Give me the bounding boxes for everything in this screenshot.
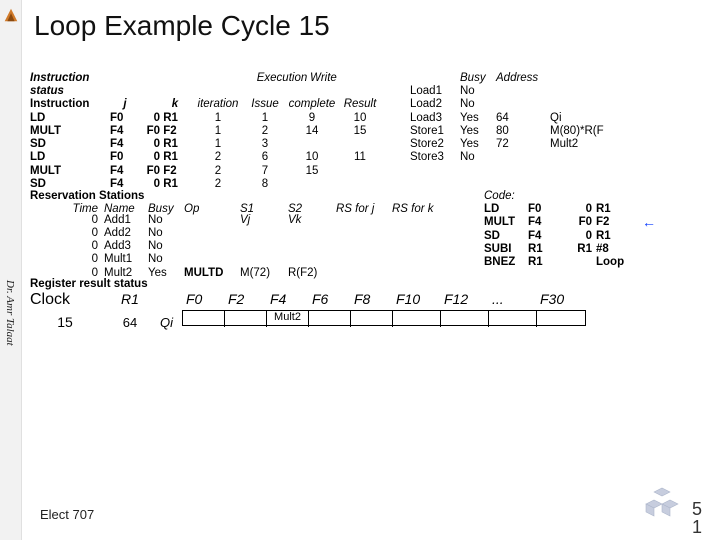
r1-label: R1 bbox=[100, 291, 160, 307]
cubes-icon bbox=[636, 480, 684, 518]
freg-header: F8 bbox=[354, 291, 396, 307]
freg-cell bbox=[441, 311, 489, 327]
page-number-top: 5 bbox=[692, 500, 702, 518]
code-row: BNEZR1Loop bbox=[484, 256, 714, 269]
hdr: k bbox=[160, 98, 190, 111]
freg-cell bbox=[351, 311, 393, 327]
code-row: SUBIR1R1#8 bbox=[484, 243, 714, 256]
instruction-row: MULTF4F0 F2121415 bbox=[30, 125, 450, 138]
freg-header: F10 bbox=[396, 291, 444, 307]
freg-header: F6 bbox=[312, 291, 354, 307]
freg-header: F30 bbox=[540, 291, 588, 307]
label: Instruction status bbox=[30, 72, 110, 98]
code-header: Code: bbox=[484, 190, 714, 203]
load-store-row: Load1No bbox=[410, 85, 710, 98]
instruction-status-table: Instruction status Execution Write Instr… bbox=[30, 72, 450, 191]
clock-value: 15 bbox=[30, 314, 100, 330]
freg-cell bbox=[309, 311, 351, 327]
hdr: Instruction bbox=[30, 98, 110, 111]
hdr: iteration bbox=[190, 98, 246, 111]
freg-cell: Mult2 bbox=[267, 311, 309, 327]
hdr: Issue bbox=[246, 98, 284, 111]
label: Register result status bbox=[30, 278, 710, 291]
header-exec: Execution bbox=[254, 72, 310, 98]
page-number: 5 1 bbox=[692, 500, 702, 536]
rs-row: 0Add2No bbox=[30, 227, 450, 240]
rs-row: 0Add3No bbox=[30, 240, 450, 253]
code-row: LDF00R1 bbox=[484, 203, 714, 216]
instruction-row: SDF40 R113 bbox=[30, 138, 450, 151]
load-store-row: Load3Yes64Qi bbox=[410, 112, 710, 125]
freg-cell bbox=[393, 311, 441, 327]
hdr: Address bbox=[496, 72, 550, 85]
load-store-row: Load2No bbox=[410, 98, 710, 111]
load-store-row: Store2Yes72Mult2 bbox=[410, 138, 710, 151]
load-store-row: Store3No bbox=[410, 151, 710, 164]
freg-cell bbox=[489, 311, 537, 327]
r1-value: 64 bbox=[100, 316, 160, 331]
reservation-stations-table: Reservation Stations Time Name Busy Op S… bbox=[30, 190, 450, 280]
guc-logo-icon bbox=[2, 6, 20, 24]
freg-cell bbox=[537, 311, 585, 327]
slide-title: Loop Example Cycle 15 bbox=[34, 10, 330, 42]
hdr: j bbox=[110, 98, 140, 111]
load-store-row: Store1Yes80M(80)*R(F bbox=[410, 125, 710, 138]
register-status-table: Register result status Clock R1 F0F2F4F6… bbox=[30, 278, 710, 331]
hdr: complete bbox=[284, 98, 340, 111]
code-listing: Code: LDF00R1MULTF4F0F2←SDF40R1SUBIR1R1#… bbox=[484, 190, 714, 269]
qi-label: Qi bbox=[160, 316, 180, 331]
register-fu-row: Mult2 bbox=[182, 310, 586, 326]
label: Reservation Stations bbox=[30, 190, 450, 203]
freg-header: F4 bbox=[270, 291, 312, 307]
code-row: MULTF4F0F2← bbox=[484, 216, 714, 229]
instruction-row: MULTF4F0 F22715 bbox=[30, 165, 450, 178]
header-write: Write bbox=[310, 72, 350, 98]
rs-row: 0Mult1No bbox=[30, 253, 450, 266]
freg-header: ... bbox=[492, 291, 540, 307]
freg-header: F2 bbox=[228, 291, 270, 307]
freg-cell bbox=[225, 311, 267, 327]
freg-cell bbox=[183, 311, 225, 327]
hdr: Result bbox=[340, 98, 380, 111]
instruction-row: LDF00 R111910 bbox=[30, 112, 450, 125]
instruction-row: SDF40 R128 bbox=[30, 178, 450, 191]
course-label: Elect 707 bbox=[40, 507, 94, 522]
load-store-table: Busy Address Load1NoLoad2NoLoad3Yes64QiS… bbox=[410, 72, 710, 165]
code-row: SDF40R1 bbox=[484, 230, 714, 243]
page-number-bottom: 1 bbox=[692, 518, 702, 536]
rs-row: 0Add1No bbox=[30, 214, 450, 227]
side-stripe bbox=[0, 0, 22, 540]
arrow-left-icon: ← bbox=[642, 216, 656, 229]
hdr: Busy bbox=[460, 72, 496, 85]
clock-label: Clock bbox=[30, 291, 100, 309]
instruction-row: LDF00 R1261011 bbox=[30, 151, 450, 164]
freg-header: F0 bbox=[186, 291, 228, 307]
freg-header: F12 bbox=[444, 291, 492, 307]
author-label: Dr. Amr Talaat bbox=[4, 280, 16, 346]
